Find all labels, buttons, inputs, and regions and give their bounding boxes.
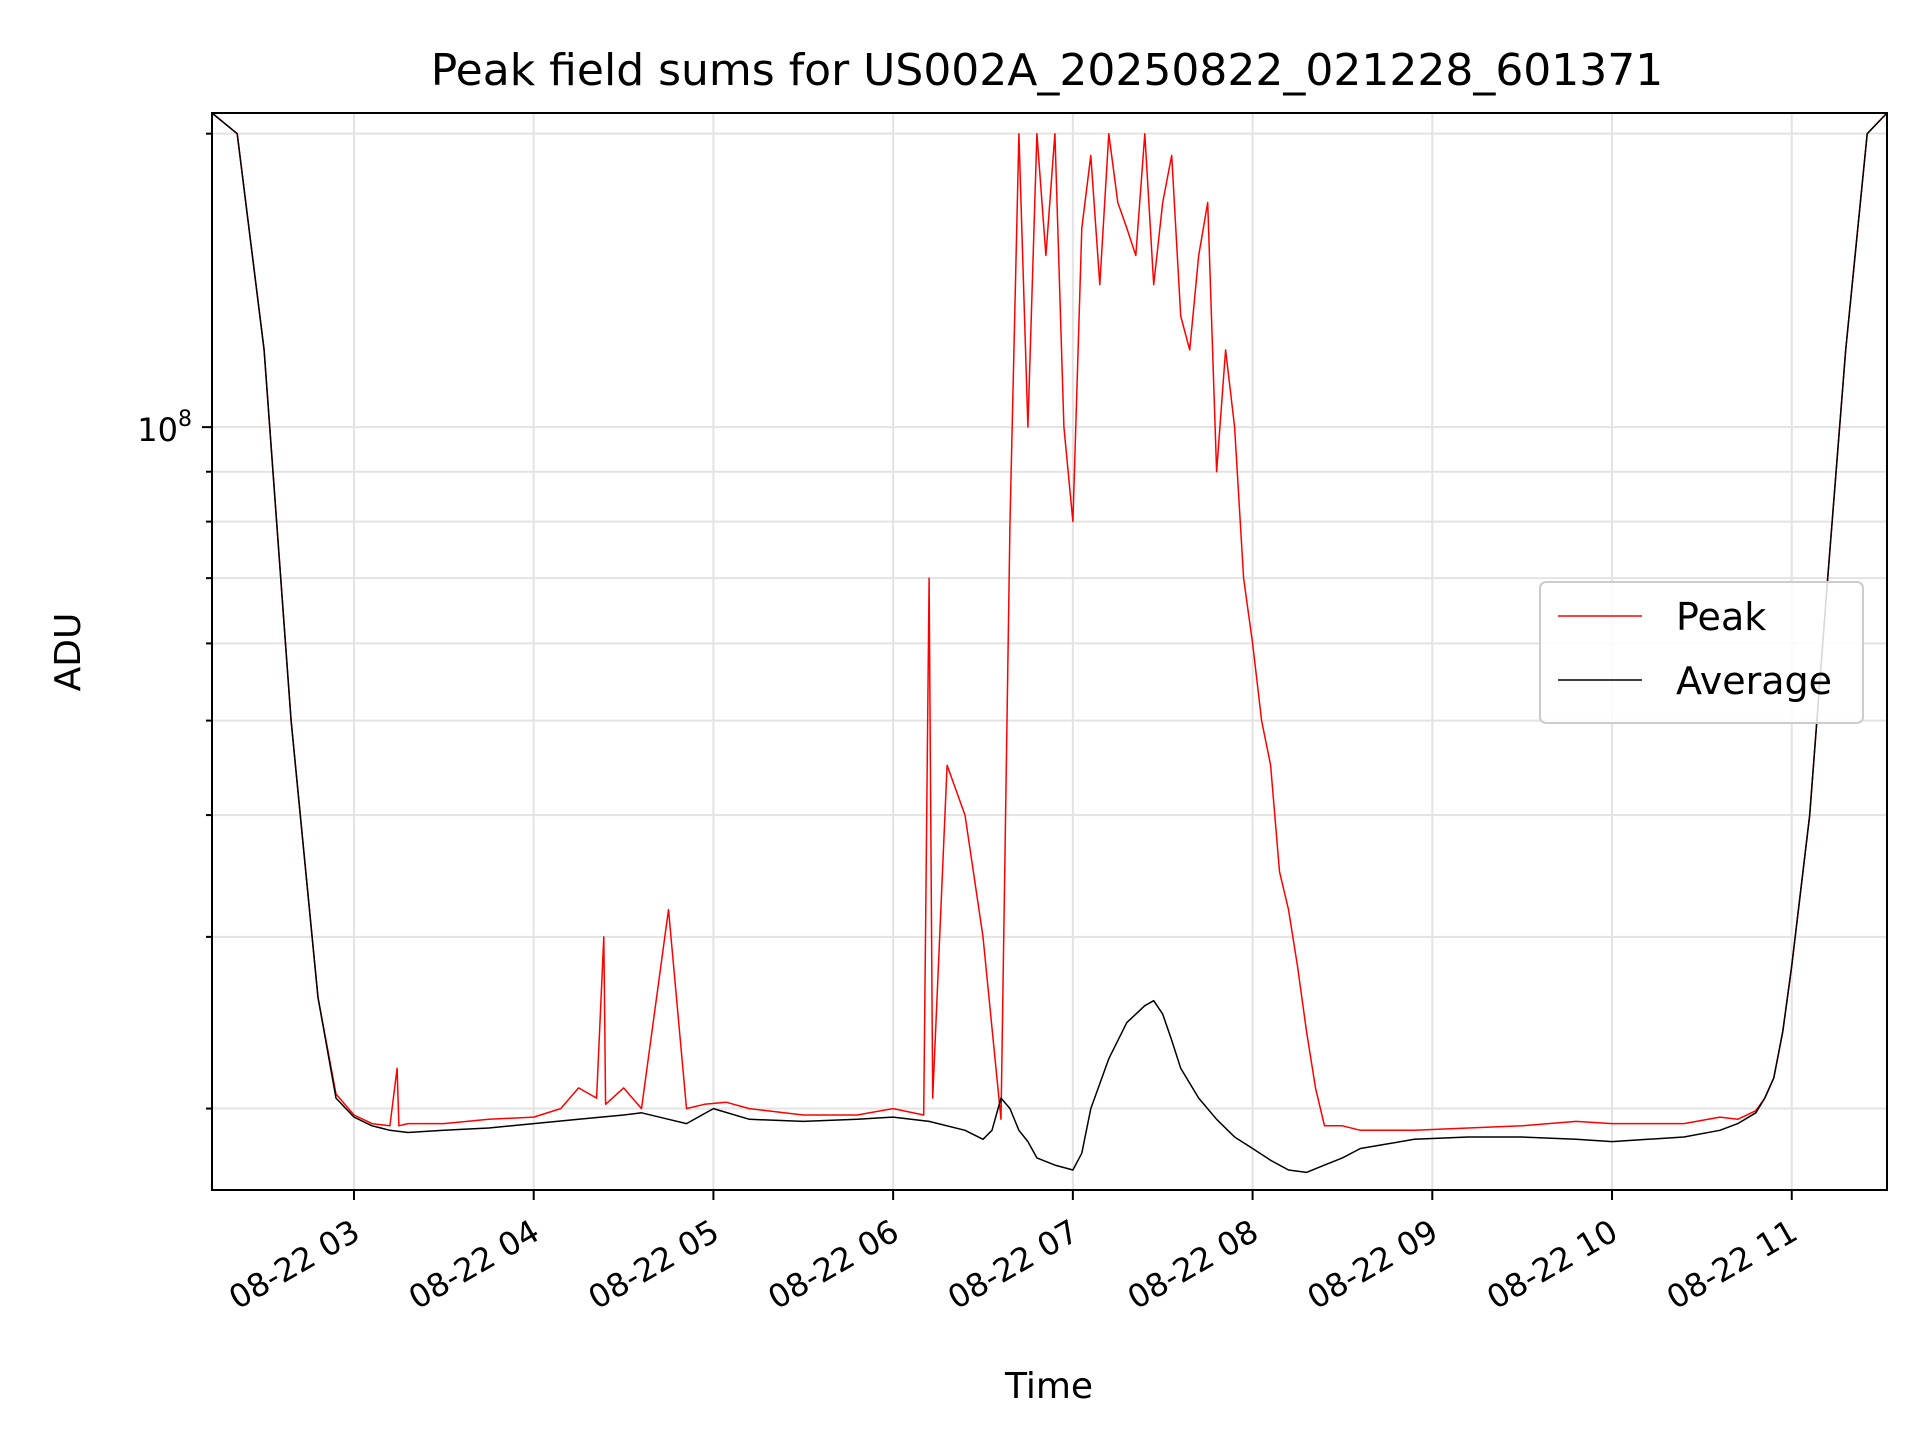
legend: Peak Average [1539,581,1864,724]
plot-frame [211,112,1888,1191]
data-series [211,112,1888,1174]
x-axis-label: Time [1004,1366,1093,1407]
y-tick-base: 10 [137,411,178,449]
y-major-tick-label: 108 [137,407,192,449]
series-line-peak [211,112,1888,1132]
y-axis-label: ADU [48,613,89,692]
legend-peak-label: Peak [1676,595,1766,639]
chart-title: Peak field sums for US002A_20250822_0212… [431,45,1664,96]
legend-average-label: Average [1676,659,1832,703]
series-line-average [211,112,1888,1174]
legend-box [1539,581,1864,724]
y-tick-exponent: 8 [178,407,192,432]
